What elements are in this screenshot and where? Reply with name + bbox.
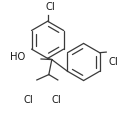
Text: Cl: Cl [45,2,55,12]
Text: HO: HO [10,52,25,62]
Text: Cl: Cl [109,57,118,67]
Text: Cl: Cl [24,95,33,105]
Text: Cl: Cl [52,95,62,105]
